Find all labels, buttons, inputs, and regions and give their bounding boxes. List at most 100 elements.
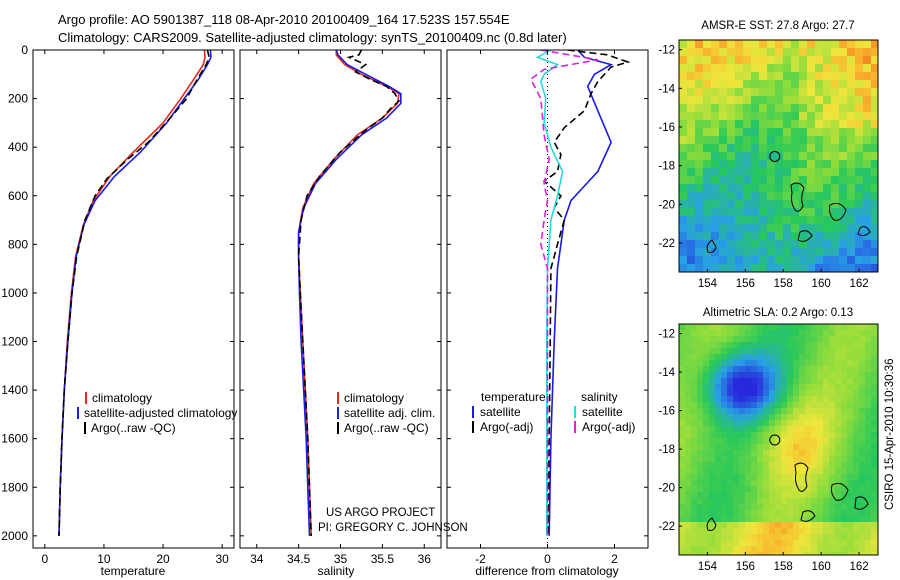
map-cell xyxy=(727,426,733,432)
map-cell xyxy=(807,96,815,104)
map-cell xyxy=(783,160,791,168)
map-cell xyxy=(709,462,715,468)
map-cell xyxy=(799,528,805,534)
map-cell xyxy=(853,510,859,516)
map-cell xyxy=(839,120,847,128)
map-cell xyxy=(695,136,703,144)
map-cell xyxy=(847,510,853,516)
map-cell xyxy=(751,522,757,528)
map-cell xyxy=(703,522,709,528)
map-cell xyxy=(863,72,871,80)
map-cell xyxy=(807,216,815,224)
map-cell xyxy=(687,240,695,248)
map-cell xyxy=(791,208,799,216)
map-cell xyxy=(691,330,697,336)
map-cell xyxy=(835,498,841,504)
map-cell xyxy=(775,438,781,444)
map-cell xyxy=(751,504,757,510)
map-cell xyxy=(759,88,767,96)
map-cell xyxy=(727,510,733,516)
map-cell xyxy=(751,438,757,444)
map-cell xyxy=(739,366,745,372)
map-cell xyxy=(805,444,811,450)
map-cell xyxy=(745,546,751,552)
map-cell xyxy=(733,486,739,492)
map-cell xyxy=(703,324,709,330)
map-cell xyxy=(859,408,865,414)
map-cell xyxy=(767,56,775,64)
map-cell xyxy=(703,216,711,224)
map-cell xyxy=(745,474,751,480)
map-cell xyxy=(697,528,703,534)
map-cell xyxy=(687,136,695,144)
map-cell xyxy=(787,528,793,534)
map-cell xyxy=(745,366,751,372)
map-cell xyxy=(823,336,829,342)
map-cell xyxy=(871,256,878,264)
map-cell xyxy=(715,402,721,408)
map-cell xyxy=(727,348,733,354)
map-cell xyxy=(817,432,823,438)
map-cell xyxy=(769,492,775,498)
map-cell xyxy=(823,120,831,128)
map-cell xyxy=(751,462,757,468)
map-cell xyxy=(859,348,865,354)
map-cell xyxy=(791,128,799,136)
map-cell xyxy=(865,390,871,396)
map-cell xyxy=(715,438,721,444)
map-cell xyxy=(811,372,817,378)
map-cell xyxy=(855,72,863,80)
map-cell xyxy=(775,504,781,510)
legend-heading-temperature: temperature xyxy=(481,390,546,404)
map-cell xyxy=(711,88,719,96)
map-cell xyxy=(859,516,865,522)
map-cell xyxy=(783,72,791,80)
map-cell xyxy=(823,176,831,184)
map-cell xyxy=(823,224,831,232)
map-cell xyxy=(709,456,715,462)
map-cell xyxy=(829,438,835,444)
map-cell xyxy=(775,264,783,272)
map-cell xyxy=(817,510,823,516)
map-cell xyxy=(697,354,703,360)
map-cell xyxy=(709,528,715,534)
map-cell xyxy=(703,64,711,72)
map-cell xyxy=(811,552,817,555)
map-cell xyxy=(823,324,829,330)
map-cell xyxy=(697,330,703,336)
map-cell xyxy=(727,480,733,486)
map-cell xyxy=(763,414,769,420)
map-cell xyxy=(775,354,781,360)
map-cell xyxy=(835,336,841,342)
map-cell xyxy=(823,128,831,136)
map-cell xyxy=(775,540,781,546)
map-cell xyxy=(751,336,757,342)
map-cell xyxy=(709,414,715,420)
map-cell xyxy=(793,342,799,348)
map-cell xyxy=(807,128,815,136)
map-cell xyxy=(865,408,871,414)
map-cell xyxy=(805,366,811,372)
map-cell xyxy=(697,474,703,480)
map-cell xyxy=(757,534,763,540)
map-cell xyxy=(823,104,831,112)
map-cell xyxy=(863,264,871,272)
map-cell xyxy=(711,176,719,184)
map-cell xyxy=(793,552,799,555)
map-cell xyxy=(727,248,735,256)
map-cell xyxy=(697,534,703,540)
map-cell xyxy=(805,414,811,420)
map-cell xyxy=(727,104,735,112)
map-cell xyxy=(823,408,829,414)
map-cell xyxy=(727,200,735,208)
map-cell xyxy=(685,444,691,450)
map-cell xyxy=(775,468,781,474)
legend-heading-salinity: salinity xyxy=(581,390,618,404)
map-cell xyxy=(679,402,685,408)
map-cell xyxy=(695,248,703,256)
map-cell xyxy=(733,354,739,360)
map-cell xyxy=(799,516,805,522)
map-cell xyxy=(811,438,817,444)
map-cell xyxy=(751,152,759,160)
map-cell xyxy=(733,474,739,480)
